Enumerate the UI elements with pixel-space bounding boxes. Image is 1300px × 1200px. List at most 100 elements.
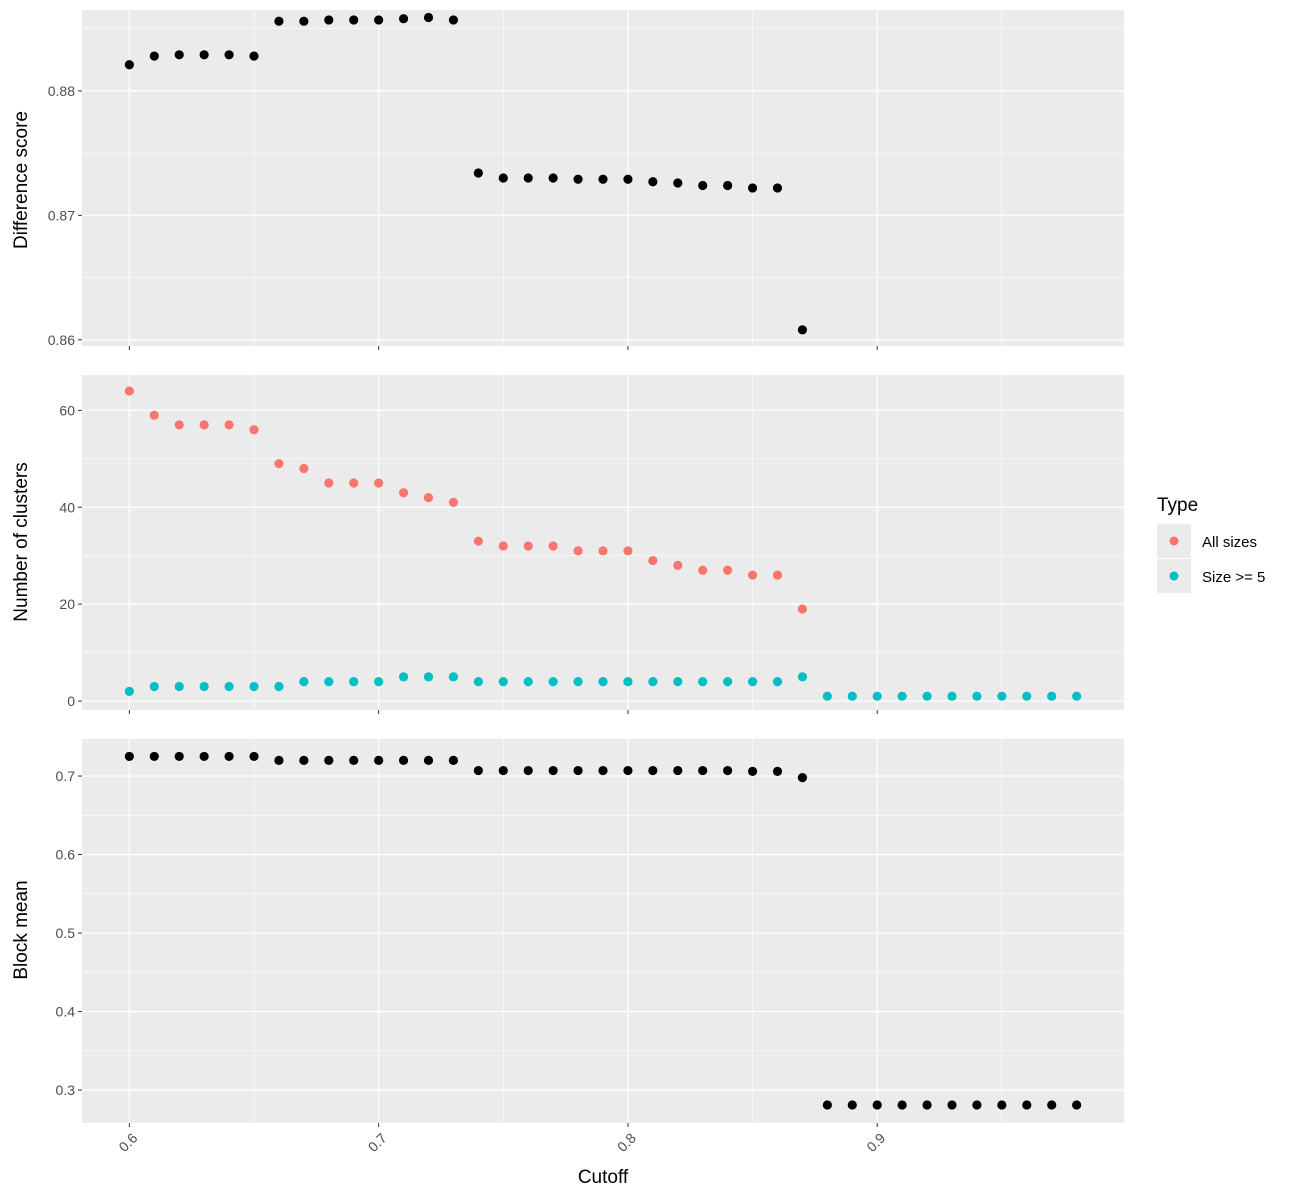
data-point <box>772 570 783 580</box>
data-point <box>299 677 309 687</box>
data-point <box>349 677 359 687</box>
data-point <box>274 459 284 469</box>
data-point <box>772 183 783 193</box>
data-point <box>1022 691 1032 701</box>
data-point <box>523 677 533 687</box>
data-point <box>423 755 434 765</box>
data-point <box>747 183 758 193</box>
data-point <box>698 180 708 191</box>
y-axis-title-difference-score: Difference score <box>11 111 32 249</box>
data-point <box>374 677 384 687</box>
data-point <box>124 686 134 696</box>
data-point <box>473 536 483 546</box>
y-tick-label: 0.5 <box>56 925 76 941</box>
y-axis-title-number-of-clusters: Number of clusters <box>11 462 32 621</box>
data-point <box>598 546 608 556</box>
data-point <box>149 751 159 762</box>
data-point <box>473 765 483 776</box>
data-point <box>224 420 234 430</box>
x-tick-label: 0.7 <box>365 1130 390 1155</box>
data-point <box>573 546 583 556</box>
panel-number-of-clusters: 0 20 40 60 Number of clusters <box>11 375 1124 714</box>
data-point <box>648 677 658 687</box>
data-point <box>723 677 733 687</box>
panel-background <box>82 739 1124 1123</box>
data-point <box>398 488 409 498</box>
data-point <box>473 168 483 178</box>
y-tick-label: 40 <box>59 499 75 515</box>
data-point <box>623 677 633 687</box>
data-point <box>673 765 683 776</box>
data-point <box>797 672 808 682</box>
data-point <box>797 773 808 783</box>
data-point <box>249 51 259 61</box>
data-point <box>523 541 533 551</box>
series-block-mean <box>124 751 1082 1110</box>
data-point <box>224 50 234 60</box>
data-point <box>598 765 608 776</box>
data-point <box>349 755 359 765</box>
data-point <box>374 478 384 488</box>
data-point <box>922 691 932 701</box>
data-point <box>548 765 558 776</box>
data-point <box>448 497 459 508</box>
data-point <box>149 51 159 61</box>
data-point <box>623 174 633 184</box>
data-point <box>872 1100 882 1110</box>
y-tick-label: 20 <box>59 596 75 612</box>
data-point <box>249 425 259 435</box>
data-point <box>747 677 758 687</box>
data-point <box>498 677 508 687</box>
data-point <box>398 755 409 765</box>
data-point <box>648 555 658 566</box>
legend: Type All sizes Size >= 5 <box>1157 495 1265 593</box>
data-point <box>374 755 384 765</box>
data-point <box>398 672 409 682</box>
data-point <box>747 766 758 776</box>
data-point <box>723 565 733 575</box>
data-point <box>947 691 957 701</box>
data-point <box>199 751 209 762</box>
data-point <box>723 765 733 776</box>
data-point <box>174 751 184 762</box>
data-point <box>448 15 459 25</box>
data-point <box>673 178 683 188</box>
data-point <box>648 177 658 187</box>
data-point <box>423 672 434 682</box>
data-point <box>324 15 334 25</box>
data-point <box>349 15 359 25</box>
data-point <box>498 541 508 551</box>
y-axis-title-block-mean: Block mean <box>11 880 32 979</box>
data-point <box>199 50 209 60</box>
data-point <box>224 681 234 692</box>
x-axis-title: Cutoff <box>578 1167 629 1188</box>
data-point <box>1072 691 1082 701</box>
data-point <box>997 1100 1007 1110</box>
data-point <box>648 765 658 776</box>
data-point <box>897 691 907 701</box>
data-point <box>174 50 184 60</box>
data-point <box>772 677 783 687</box>
y-tick-label: 0.3 <box>56 1082 76 1098</box>
data-point <box>423 12 434 23</box>
data-point <box>1072 1100 1082 1110</box>
data-point <box>548 541 558 551</box>
legend-label-all-sizes: All sizes <box>1202 534 1257 551</box>
data-point <box>623 546 633 556</box>
data-point <box>448 672 459 682</box>
data-point <box>598 174 608 184</box>
data-point <box>398 14 409 24</box>
data-point <box>822 691 832 701</box>
data-point <box>872 691 882 701</box>
y-tick-label: 0.4 <box>56 1004 76 1020</box>
data-point <box>124 60 134 70</box>
y-tick-label: 0.86 <box>48 332 75 348</box>
x-tick-label: 0.8 <box>614 1130 639 1155</box>
data-point <box>324 478 334 488</box>
data-point <box>249 681 259 692</box>
data-point <box>174 681 184 692</box>
data-point <box>199 420 209 430</box>
data-point <box>498 173 508 183</box>
data-point <box>548 677 558 687</box>
data-point <box>149 410 159 420</box>
